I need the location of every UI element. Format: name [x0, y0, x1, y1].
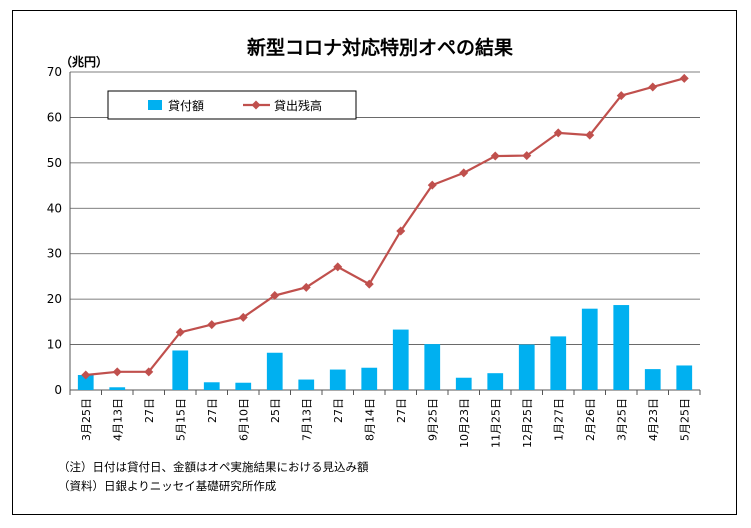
- bar: [613, 305, 630, 390]
- legend-line-label: 貸出残高: [274, 98, 322, 113]
- line-marker: [459, 168, 469, 178]
- x-tick-label: 5月25日: [678, 398, 691, 441]
- line-marker: [175, 327, 185, 337]
- line-marker: [522, 151, 532, 161]
- line-marker: [81, 370, 91, 380]
- bar: [392, 329, 409, 390]
- x-tick-label: 2月26日: [584, 398, 597, 441]
- y-tick-label: 40: [47, 201, 62, 215]
- x-tick-label: 27日: [206, 398, 219, 423]
- x-tick-label: 27日: [332, 398, 345, 423]
- x-tick-label: 3月25日: [80, 398, 93, 441]
- line-marker: [270, 291, 280, 301]
- line-series: [85, 77, 685, 377]
- line-marker: [648, 82, 658, 92]
- bar: [298, 379, 315, 390]
- bar: [424, 344, 441, 390]
- x-tick-label: 3月25日: [615, 398, 628, 441]
- legend-bar-label: 貸付額: [168, 98, 204, 113]
- bar: [235, 382, 252, 390]
- x-tick-label: 4月23日: [647, 398, 660, 441]
- bar: [77, 375, 94, 390]
- line-marker: [396, 226, 406, 236]
- line-marker: [553, 128, 563, 138]
- bar: [203, 382, 220, 390]
- footnote-note: （注）日付は貸付日、金額はオペ実施結果における見込み額: [58, 460, 369, 474]
- legend-line-marker: [251, 100, 261, 110]
- y-tick-label: 20: [47, 292, 62, 306]
- x-tick-label: 12月25日: [521, 398, 534, 448]
- bar: [676, 365, 693, 390]
- x-tick-label: 6月10日: [237, 398, 250, 441]
- line-marker: [585, 130, 595, 140]
- line-marker: [364, 279, 374, 289]
- x-tick-label: 8月14日: [363, 398, 376, 441]
- bar: [455, 377, 472, 390]
- line-marker: [427, 180, 437, 190]
- y-tick-label: 30: [47, 247, 62, 261]
- x-tick-label: 11月25日: [489, 398, 502, 448]
- y-tick-label: 50: [47, 156, 62, 170]
- line-marker: [144, 367, 154, 377]
- x-tick-label: 1月27日: [552, 398, 565, 441]
- bar: [172, 350, 189, 390]
- line-marker: [679, 73, 689, 83]
- line-marker: [490, 151, 500, 161]
- chart-frame: [12, 10, 737, 515]
- bar: [361, 367, 378, 390]
- bar: [266, 352, 283, 390]
- x-tick-label: 25日: [269, 398, 282, 423]
- bar: [581, 308, 598, 390]
- x-tick-label: 10月23日: [458, 398, 471, 448]
- bar: [329, 369, 346, 390]
- line-marker: [616, 91, 626, 101]
- y-tick-label: 60: [47, 110, 62, 124]
- bar: [550, 336, 567, 390]
- line-marker: [207, 320, 217, 330]
- x-tick-label: 4月13日: [111, 398, 124, 441]
- bar: [644, 369, 661, 390]
- bar: [518, 344, 535, 390]
- line-marker: [333, 262, 343, 272]
- x-tick-label: 7月13日: [300, 398, 313, 441]
- y-tick-label: 10: [47, 338, 62, 352]
- line-marker: [238, 312, 248, 322]
- footnote-source: （資料）日銀よりニッセイ基礎研究所作成: [58, 479, 277, 493]
- x-tick-label: 27日: [143, 398, 156, 423]
- line-marker: [301, 282, 311, 292]
- y-unit-label: （兆円）: [60, 54, 108, 69]
- x-tick-label: 27日: [395, 398, 408, 423]
- y-tick-label: 70: [47, 65, 62, 79]
- line-marker: [112, 367, 122, 377]
- chart-title: 新型コロナ対応特別オペの結果: [247, 36, 513, 59]
- y-tick-label: 0: [54, 383, 62, 397]
- x-tick-label: 9月25日: [426, 398, 439, 441]
- x-tick-label: 5月15日: [174, 398, 187, 441]
- legend-bar-swatch: [148, 100, 162, 110]
- bar: [487, 373, 504, 390]
- bar: [109, 387, 126, 390]
